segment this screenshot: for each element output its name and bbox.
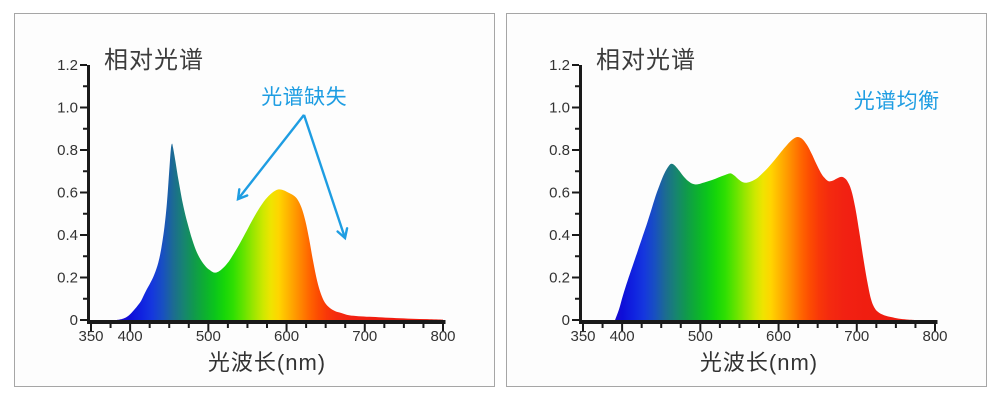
annotation-spectrum-missing: 光谱缺失 — [261, 86, 347, 109]
x-tick-label: 400 — [118, 328, 143, 345]
y-tick-label: 0.8 — [57, 142, 78, 159]
spectrum-area — [615, 136, 916, 320]
x-tick-label: 350 — [78, 328, 103, 345]
x-tick-label: 400 — [610, 328, 635, 345]
y-tick-label: 1.2 — [549, 57, 570, 74]
y-tick-label: 0.6 — [57, 185, 78, 202]
x-tick-label: 800 — [430, 328, 455, 345]
y-tick-label: 1.0 — [57, 100, 78, 117]
y-tick-label: 0.2 — [549, 270, 570, 287]
x-tick-label: 800 — [922, 328, 947, 345]
x-tick-label: 500 — [688, 328, 713, 345]
axes-layer: 350 400 500 600 700 800 0 0.2 0.4 0.6 0.8 1.0 1.2 — [57, 57, 455, 345]
annotation-layer — [236, 114, 349, 241]
spectrum-area-layer — [116, 143, 444, 320]
x-tick-label: 600 — [766, 328, 791, 345]
y-tick-label: 0.8 — [549, 142, 570, 159]
x-tick-label: 600 — [274, 328, 299, 345]
y-tick-label: 0 — [70, 312, 78, 329]
annotation-arrow — [236, 114, 305, 201]
x-tick-label: 700 — [844, 328, 869, 345]
y-tick-label: 0.2 — [57, 270, 78, 287]
spectrum-area — [116, 143, 444, 320]
spectrum-area-layer — [615, 136, 916, 320]
chart-panel-full-spectrum: 350 400 500 600 700 800 0 0.2 0.4 0.6 0.8 1.0 1.2 相对… — [506, 13, 987, 387]
spectrum-chart-left: 350 400 500 600 700 800 0 0.2 0.4 0.6 0.8 1.0 1.2 相对… — [57, 47, 455, 375]
x-tick-label: 500 — [196, 328, 221, 345]
chart-title: 相对光谱 — [596, 47, 696, 74]
y-tick-label: 0 — [562, 312, 570, 329]
y-tick-label: 1.0 — [549, 100, 570, 117]
axes-layer: 350 400 500 600 700 800 0 0.2 0.4 0.6 0.8 1.0 1.2 — [549, 57, 947, 345]
chart-title: 相对光谱 — [104, 47, 204, 74]
spectrum-chart-right: 350 400 500 600 700 800 0 0.2 0.4 0.6 0.8 1.0 1.2 相对… — [549, 47, 947, 375]
y-tick-label: 1.2 — [57, 57, 78, 74]
annotation-spectrum-balanced: 光谱均衡 — [854, 90, 940, 113]
y-tick-label: 0.4 — [549, 227, 570, 244]
annotation-arrow — [302, 114, 349, 241]
y-tick-label: 0.4 — [57, 227, 78, 244]
chart-panel-led-spectrum: 350 400 500 600 700 800 0 0.2 0.4 0.6 0.8 1.0 1.2 相对… — [14, 13, 495, 387]
x-axis-title: 光波长(nm) — [700, 350, 818, 375]
x-axis-title: 光波长(nm) — [208, 350, 326, 375]
x-tick-label: 700 — [352, 328, 377, 345]
y-tick-label: 0.6 — [549, 185, 570, 202]
x-tick-label: 350 — [570, 328, 595, 345]
